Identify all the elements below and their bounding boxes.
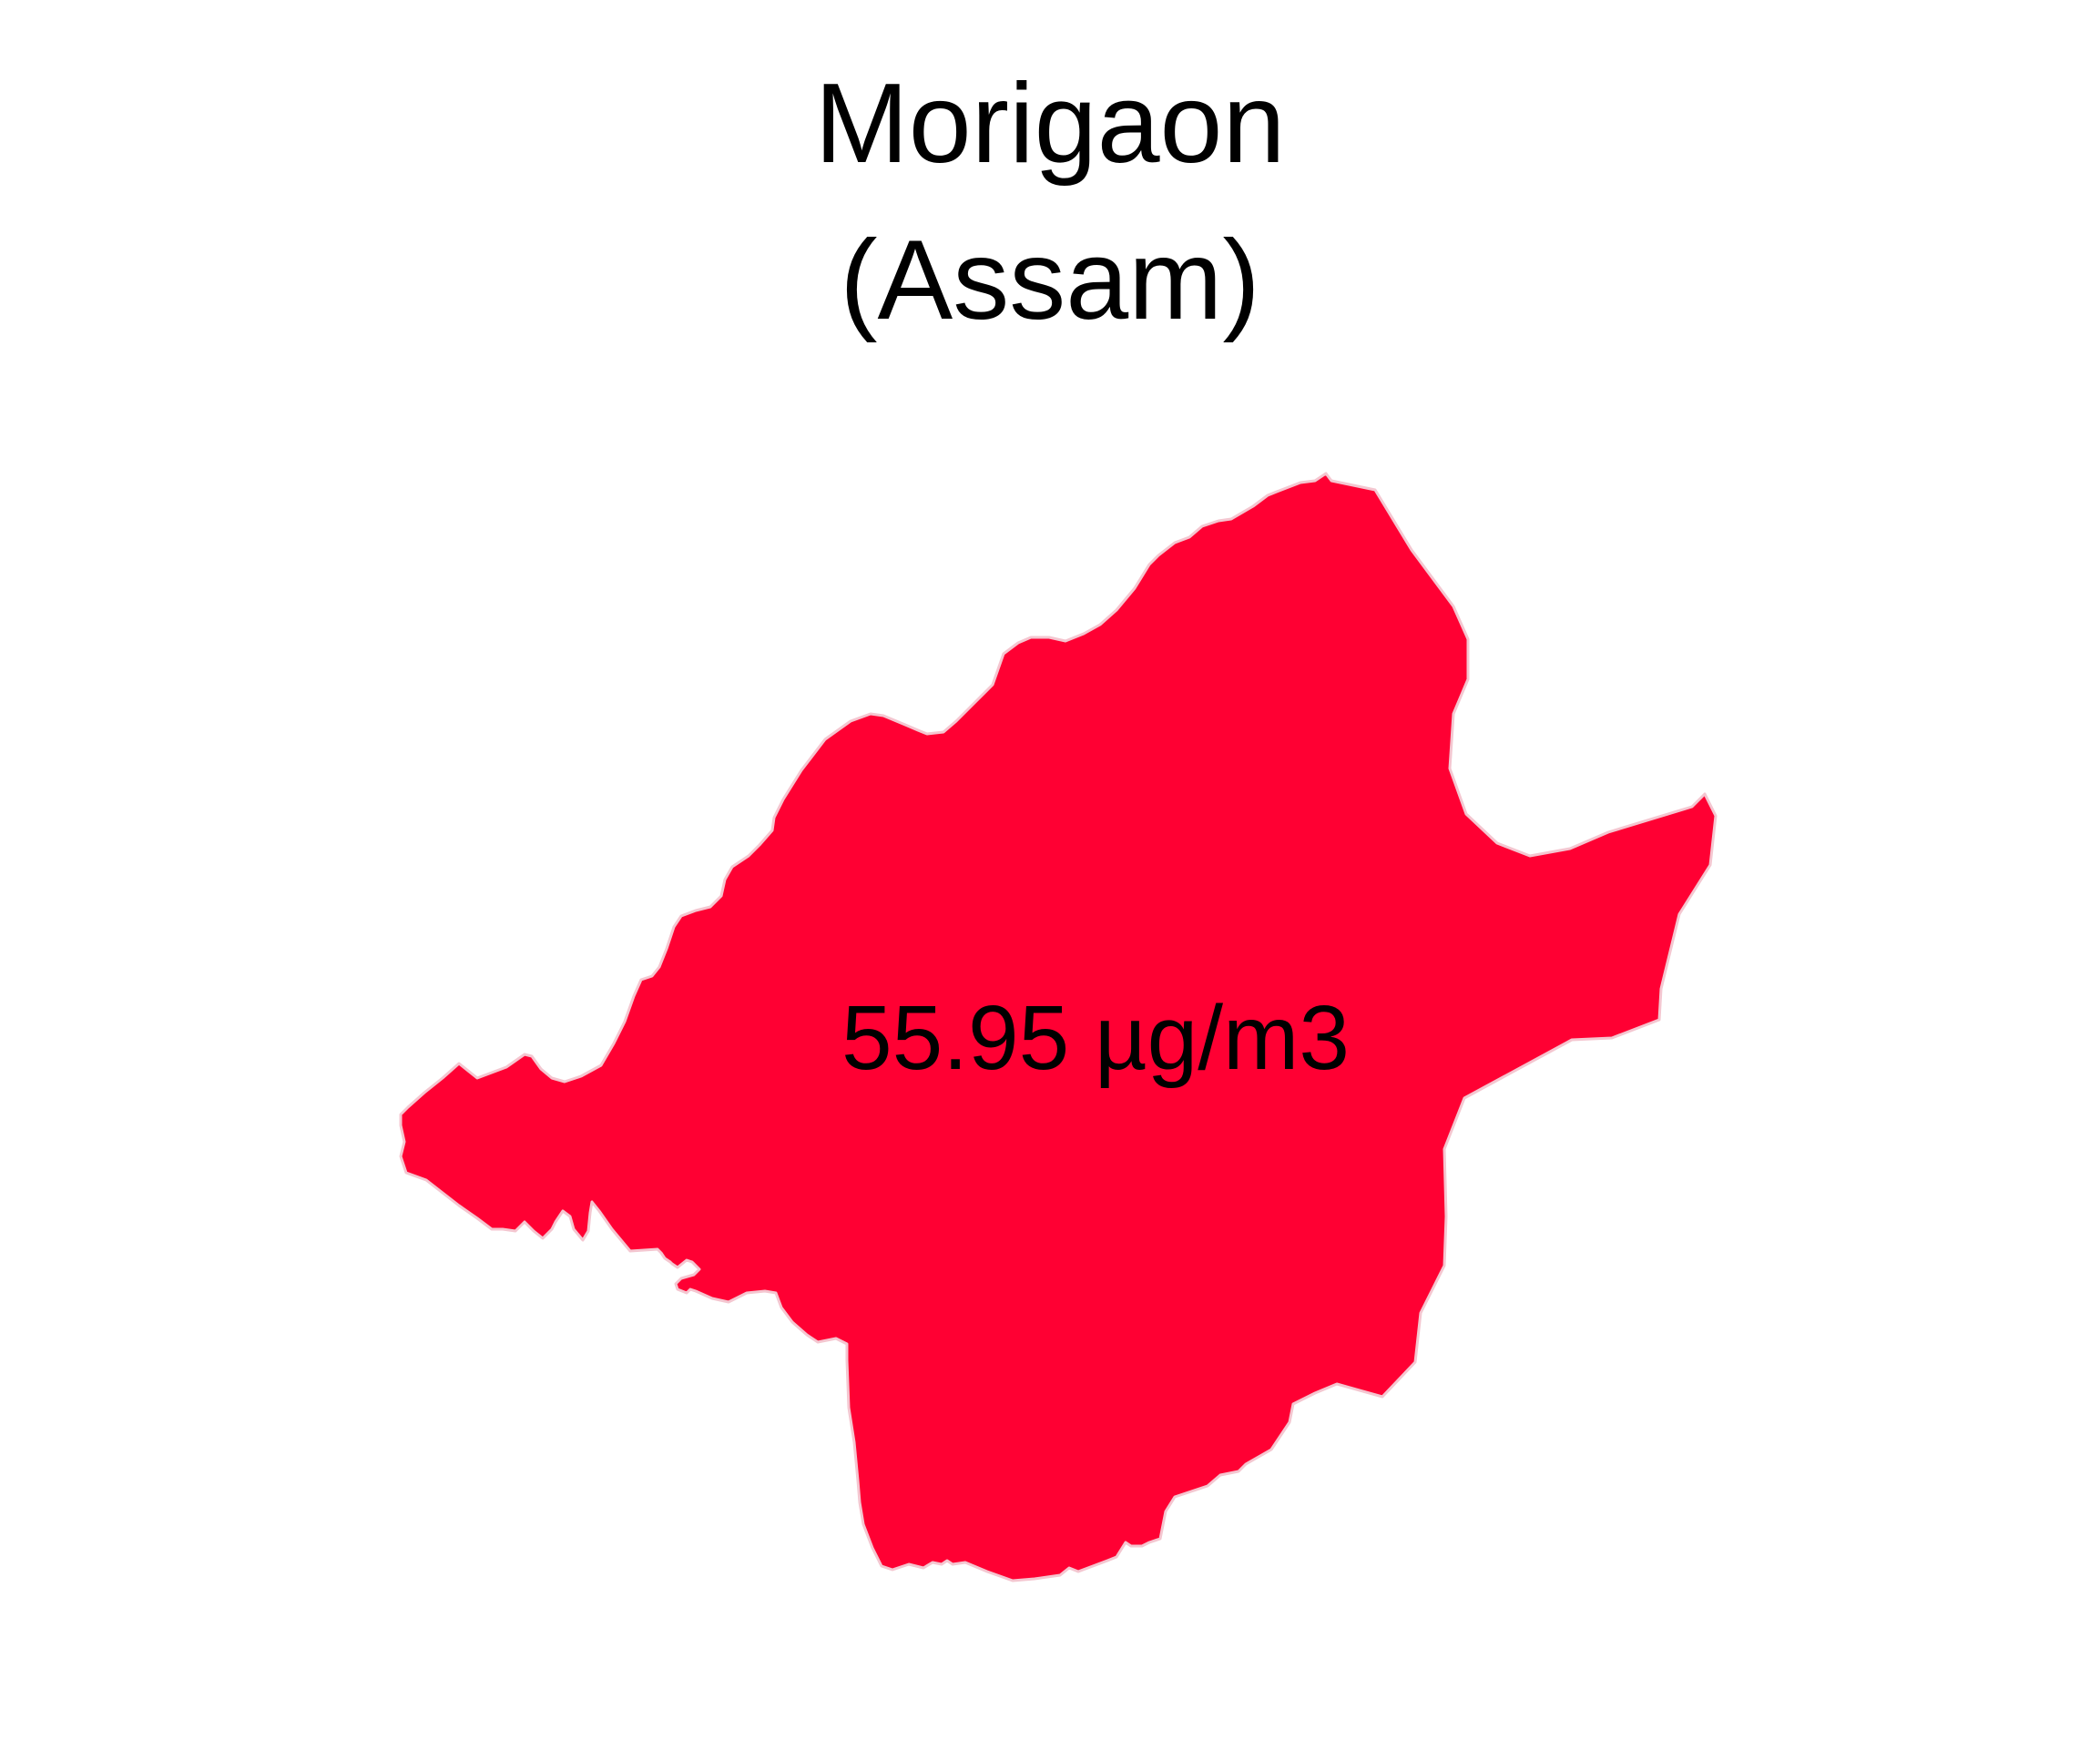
district-value-label: 55.95 µg/m3: [841, 987, 1350, 1089]
map-title: Morigaon (Assam): [0, 46, 2100, 359]
district-region-morigaon: [399, 472, 1718, 1582]
title-state-name: (Assam): [840, 218, 1260, 343]
title-district-name: Morigaon: [814, 61, 1286, 187]
